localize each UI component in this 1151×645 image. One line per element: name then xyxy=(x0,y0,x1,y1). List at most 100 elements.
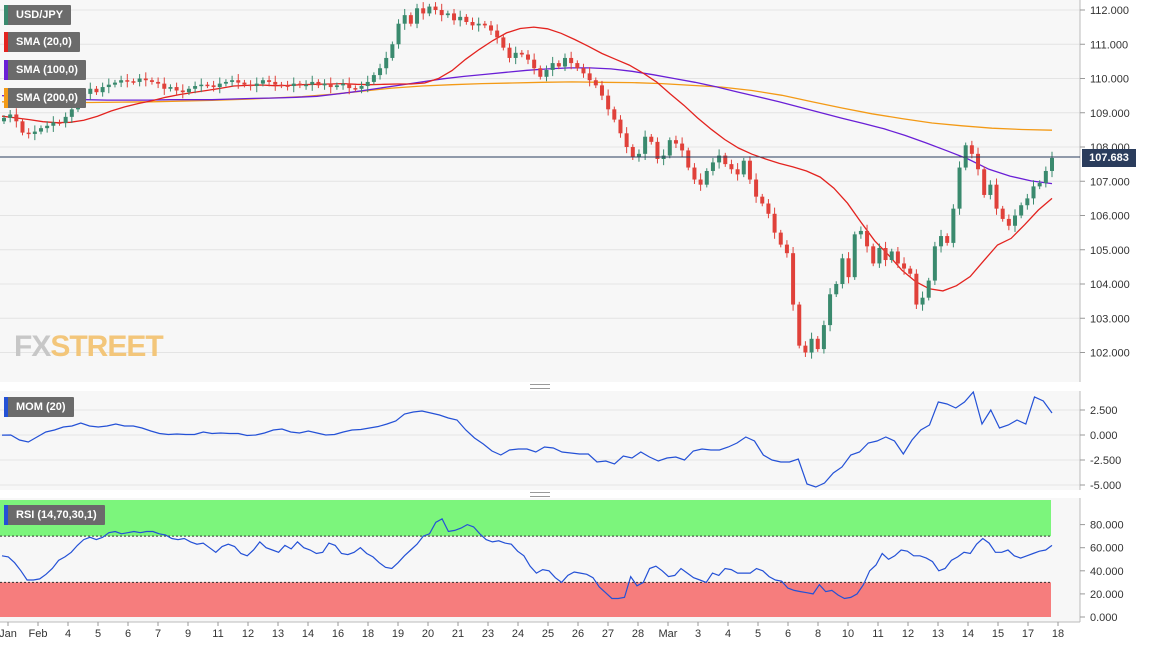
candle-body xyxy=(569,57,574,64)
x-tick-label: 14 xyxy=(302,628,314,640)
rsi-tick-label: 20.000 xyxy=(1090,589,1124,601)
candle-body xyxy=(914,273,919,305)
candle-body xyxy=(452,13,457,21)
candle-body xyxy=(174,87,179,91)
price-tick-label: 105.000 xyxy=(1090,245,1130,257)
price-tick-label: 104.000 xyxy=(1090,279,1130,291)
candle-body xyxy=(236,80,241,83)
x-tick-label: Jan xyxy=(0,628,17,640)
candle-body xyxy=(341,83,346,86)
x-tick-label: 19 xyxy=(392,628,404,640)
candle-body xyxy=(729,164,734,170)
candle-body xyxy=(532,59,537,69)
mom-path xyxy=(1,390,1053,488)
candle-body xyxy=(1006,218,1011,226)
mom-legend[interactable]: MOM (20) xyxy=(4,397,74,417)
x-tick-label: 7 xyxy=(155,628,161,640)
x-tick-label: 10 xyxy=(842,628,854,640)
candle-body xyxy=(513,52,518,58)
candle-body xyxy=(1000,208,1005,219)
candle-body xyxy=(316,81,321,86)
symbol-legend[interactable]: USD/JPY xyxy=(4,5,72,25)
candle-body xyxy=(328,83,333,88)
candle-body xyxy=(63,116,68,124)
x-tick-label: 15 xyxy=(992,628,1004,640)
x-tick-label: 12 xyxy=(902,628,914,640)
x-tick-label: 27 xyxy=(602,628,614,640)
x-tick-label: 20 xyxy=(422,628,434,640)
candle-body xyxy=(334,85,339,88)
price-tick-label: 112.000 xyxy=(1090,5,1129,17)
x-tick-label: 17 xyxy=(1022,628,1034,640)
candle-body xyxy=(365,81,370,87)
x-tick-label: 14 xyxy=(962,628,974,640)
candle-body xyxy=(587,73,592,81)
candle-body xyxy=(902,263,907,269)
candle-body xyxy=(100,87,105,93)
candle-body xyxy=(969,145,974,154)
candle-body xyxy=(143,78,148,81)
sma100-label: SMA (100,0) xyxy=(16,64,78,76)
x-tick-label: 3 xyxy=(695,628,701,640)
x-tick-label: 9 xyxy=(185,628,191,640)
x-tick-label: 25 xyxy=(542,628,554,640)
sma20-color-swatch xyxy=(4,32,8,52)
candle-body xyxy=(784,244,789,254)
panel-resize-handle-2[interactable] xyxy=(530,492,550,497)
candle-body xyxy=(421,8,426,14)
panel-resize-handle-1[interactable] xyxy=(530,384,550,389)
price-tick-label: 111.000 xyxy=(1090,39,1128,51)
candle-body xyxy=(883,248,888,261)
candle-body xyxy=(304,84,309,87)
sma200-legend[interactable]: SMA (200,0) xyxy=(4,88,86,108)
candle-body xyxy=(815,338,820,350)
candle-body xyxy=(445,13,450,16)
candle-body xyxy=(593,80,598,86)
x-tick-label: Feb xyxy=(29,628,48,640)
candle-body xyxy=(741,160,746,175)
candle-body xyxy=(248,84,253,87)
candle-body xyxy=(476,23,481,26)
candle-body xyxy=(186,88,191,93)
candle-body xyxy=(131,81,136,83)
candle-body xyxy=(865,230,870,247)
candle-body xyxy=(821,325,826,350)
candle-body xyxy=(926,280,931,298)
candle-body xyxy=(180,90,185,93)
candle-body xyxy=(193,86,198,89)
candle-body xyxy=(636,153,641,158)
rsi-line xyxy=(1,517,1053,600)
candle-body xyxy=(612,109,617,120)
candle-body xyxy=(45,125,50,129)
rsi-tick-label: 40.000 xyxy=(1090,566,1124,578)
rsi-axis-ticks: 80.000 60.000 40.000 20.000 0.000 xyxy=(1079,498,1124,624)
candle-body xyxy=(624,133,629,147)
candle-body xyxy=(778,232,783,245)
mom-tick-label: 2.500 xyxy=(1090,405,1118,417)
candle-body xyxy=(606,95,611,110)
x-axis-ticks: Jan Feb 4 5 6 7 9 11 12 13 14 16 18 19 20 21 23 24 25 26 27 2… xyxy=(0,621,1080,640)
candle-body xyxy=(1043,170,1048,183)
candle-body xyxy=(156,81,161,84)
x-tick-label: 11 xyxy=(872,628,883,640)
candle-body xyxy=(581,68,586,74)
candle-body xyxy=(458,16,463,21)
sma100-color-swatch xyxy=(4,60,8,80)
candle-body xyxy=(982,169,987,195)
mom-grid xyxy=(0,409,1080,486)
candle-body xyxy=(766,203,771,214)
sma100-legend[interactable]: SMA (100,0) xyxy=(4,60,86,80)
candle-body xyxy=(704,170,709,185)
rsi-legend[interactable]: RSI (14,70,30,1) xyxy=(4,505,105,525)
sma20-legend[interactable]: SMA (20,0) xyxy=(4,32,80,52)
candle-body xyxy=(205,84,210,87)
candle-body xyxy=(686,150,691,168)
candle-body xyxy=(828,294,833,326)
candle-body xyxy=(544,69,549,77)
candle-body xyxy=(371,75,376,82)
mom-tick-label: 0.000 xyxy=(1090,430,1118,442)
candle-body xyxy=(852,234,857,278)
rsi-color-swatch xyxy=(4,505,8,525)
candle-body xyxy=(359,86,364,89)
